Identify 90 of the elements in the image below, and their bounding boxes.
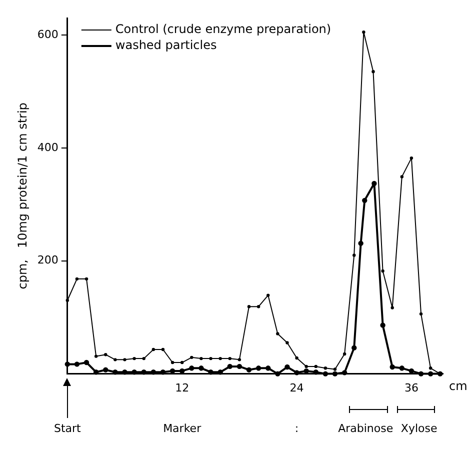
point: [381, 269, 384, 273]
point: [246, 367, 252, 372]
point: [84, 277, 88, 281]
point: [286, 341, 289, 344]
point: [342, 370, 348, 376]
point: [419, 312, 423, 316]
point: [190, 356, 194, 360]
point: [208, 370, 214, 375]
point: [132, 356, 136, 360]
point: [123, 358, 126, 362]
point: [66, 298, 69, 302]
y-axis-title: cpm, 10mg protein/1 cm strip: [15, 102, 30, 290]
point: [152, 348, 156, 352]
point: [161, 348, 165, 352]
point: [132, 370, 137, 375]
point: [104, 353, 108, 356]
point: [238, 358, 242, 362]
point: [428, 371, 434, 376]
point: [400, 175, 404, 178]
y-tick-label: 600: [37, 28, 58, 41]
text: Xylose: [400, 422, 438, 435]
point: [362, 198, 368, 204]
x-tick-label: 36: [404, 381, 418, 394]
point: [314, 364, 318, 368]
legend-label: washed particles: [115, 38, 217, 52]
text: Start: [54, 422, 82, 435]
point: [227, 364, 232, 370]
point: [256, 304, 260, 308]
point: [352, 254, 356, 257]
point: [266, 366, 271, 371]
text: Arabinose: [338, 422, 394, 435]
point: [266, 294, 270, 297]
point: [94, 354, 98, 358]
point: [324, 366, 328, 370]
point: [333, 368, 337, 371]
point: [122, 370, 128, 375]
x-tick-label: 12: [175, 381, 190, 394]
point: [180, 360, 184, 364]
point: [294, 370, 300, 376]
legend-label: Control (crude enzyme preparation): [115, 22, 332, 36]
point: [64, 362, 70, 367]
x-tick-label: 24: [290, 381, 304, 394]
point: [198, 366, 204, 371]
point: [276, 332, 280, 336]
point: [170, 360, 174, 364]
point: [74, 362, 80, 367]
point: [247, 304, 251, 308]
x-axis-title: cm: [449, 378, 468, 393]
point: [428, 366, 432, 370]
point: [410, 156, 414, 160]
point: [142, 356, 146, 360]
point: [390, 364, 395, 370]
point: [84, 360, 90, 366]
point: [390, 306, 394, 310]
point: [332, 371, 338, 376]
point: [295, 356, 298, 360]
point: [342, 352, 346, 356]
point: [304, 364, 308, 368]
point: [399, 366, 405, 371]
point: [372, 70, 375, 74]
point: [93, 370, 99, 375]
point: [322, 371, 328, 376]
point: [218, 356, 222, 360]
point: [75, 277, 79, 281]
point: [150, 370, 156, 375]
point: [418, 371, 424, 376]
point: [284, 364, 290, 370]
point: [352, 345, 357, 350]
point: [236, 364, 242, 370]
y-tick-label: 200: [37, 254, 58, 267]
text: Marker: [163, 422, 202, 435]
text: :: [294, 422, 299, 435]
point: [103, 367, 108, 372]
point: [380, 322, 386, 328]
point: [358, 240, 364, 246]
point: [200, 356, 203, 360]
point: [189, 366, 194, 371]
y-tick-label: 400: [37, 140, 58, 154]
point: [313, 370, 318, 375]
point: [228, 356, 232, 360]
point: [372, 180, 377, 186]
point: [160, 370, 166, 375]
point: [112, 370, 118, 375]
point: [114, 358, 117, 362]
point: [141, 370, 146, 375]
point: [218, 370, 223, 375]
point: [362, 30, 366, 34]
point: [256, 366, 262, 371]
point: [275, 371, 280, 376]
point: [209, 356, 212, 360]
